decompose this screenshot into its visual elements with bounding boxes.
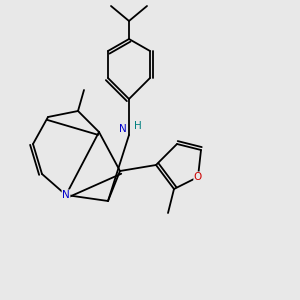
Text: N: N [62, 190, 70, 200]
Text: H: H [134, 121, 142, 131]
Text: O: O [194, 172, 202, 182]
Text: N: N [119, 124, 127, 134]
